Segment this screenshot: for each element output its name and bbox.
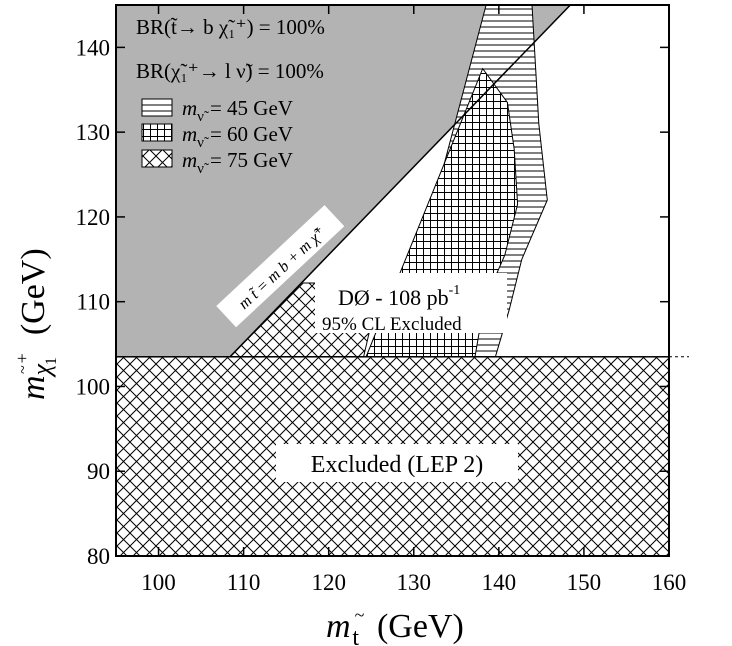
experiment-label-sup: -1 bbox=[449, 283, 461, 298]
svg-text:mν̃= 75 GeV: mν̃ = 75 GeV bbox=[182, 148, 293, 177]
legend-label-60-sub: ν̃ bbox=[197, 135, 209, 151]
legend-label-60-value: = 60 GeV bbox=[210, 122, 293, 146]
y-axis-title-sup: + bbox=[12, 353, 32, 363]
x-axis-ticks: 100 110 120 130 140 150 160 bbox=[141, 5, 686, 595]
kinematic-limit-label-box bbox=[216, 205, 345, 328]
legend-header-2: BR(χ̃₁⁺→ l ν̃) = 100% bbox=[136, 59, 324, 83]
legend-label-75-value: = 75 GeV bbox=[210, 148, 293, 172]
y-axis-title-sub: χ bbox=[27, 363, 56, 378]
y-axis-title-tilde: ~ bbox=[15, 365, 32, 374]
y-axis-title: mχ~ + 1 (GeV) bbox=[12, 248, 60, 400]
cl-excluded-label: 95% CL Excluded bbox=[322, 314, 462, 335]
svg-text:mχ~+1(GeV): mχ~ + 1 (GeV) bbox=[12, 248, 60, 400]
legend-label-75-m: m bbox=[182, 148, 197, 172]
experiment-annotation: DØ - 108 pb-1 95% CL Excluded bbox=[315, 273, 507, 335]
x-axis-title-tilde: ~ bbox=[355, 605, 365, 625]
legend-label-45-sub: ν̃ bbox=[197, 109, 209, 125]
x-tick-label: 160 bbox=[652, 570, 687, 595]
legend: BR(t̃→ b χ̃₁⁺) = 100% BR(χ̃₁⁺→ l ν̃) = 1… bbox=[136, 15, 325, 177]
svg-text:mν̃= 60 GeV: mν̃ = 60 GeV bbox=[182, 122, 293, 151]
x-axis-title-m: m bbox=[326, 608, 351, 645]
plot-frame bbox=[115, 4, 670, 557]
svg-text:mν̃= 45 GeV: mν̃ = 45 GeV bbox=[182, 96, 293, 125]
x-tick-label: 130 bbox=[397, 570, 432, 595]
lep-annotation: Excluded (LEP 2) bbox=[276, 444, 518, 482]
lep-label: Excluded (LEP 2) bbox=[311, 452, 483, 478]
y-tick-label: 90 bbox=[87, 459, 110, 484]
legend-swatch-75 bbox=[141, 149, 173, 168]
y-tick-label: 100 bbox=[76, 374, 111, 399]
experiment-label: DØ - 108 pb bbox=[338, 285, 449, 310]
y-axis-ticks: 80 90 100 110 120 130 140 bbox=[76, 35, 669, 569]
x-tick-label: 110 bbox=[227, 570, 261, 595]
experiment-annotation-box bbox=[315, 273, 507, 333]
svg-text:DØ - 108 pb-1: DØ - 108 pb-1 bbox=[338, 283, 460, 310]
x-axis-title-sub: t bbox=[352, 625, 359, 646]
legend-label-45-value: = 45 GeV bbox=[210, 96, 293, 120]
y-axis-title-unit: (GeV) bbox=[15, 248, 52, 335]
legend-label-75-sub: ν̃ bbox=[197, 161, 209, 177]
legend-swatch-45 bbox=[141, 98, 173, 117]
legend-header-1: BR(t̃→ b χ̃₁⁺) = 100% bbox=[136, 15, 325, 39]
x-tick-label: 140 bbox=[482, 570, 517, 595]
x-axis-title: m ~ t (GeV) bbox=[326, 605, 464, 646]
y-tick-label: 140 bbox=[76, 35, 111, 60]
y-tick-label: 80 bbox=[87, 544, 110, 569]
x-tick-label: 120 bbox=[311, 570, 346, 595]
lep-annotation-box bbox=[276, 444, 518, 482]
y-tick-label: 120 bbox=[76, 205, 111, 230]
y-axis-title-m: m bbox=[15, 375, 52, 400]
forbidden-region bbox=[116, 5, 571, 357]
x-tick-label: 100 bbox=[141, 570, 176, 595]
y-tick-label: 110 bbox=[76, 290, 110, 315]
legend-label-45-m: m bbox=[182, 96, 197, 120]
legend-label-60-m: m bbox=[182, 122, 197, 146]
x-axis-title-unit: (GeV) bbox=[377, 608, 464, 645]
kinematic-limit-line bbox=[229, 5, 571, 358]
legend-swatch-60 bbox=[141, 123, 173, 142]
x-tick-label: 150 bbox=[567, 570, 602, 595]
y-axis-title-subsub: 1 bbox=[43, 357, 60, 365]
y-tick-label: 130 bbox=[76, 120, 111, 145]
